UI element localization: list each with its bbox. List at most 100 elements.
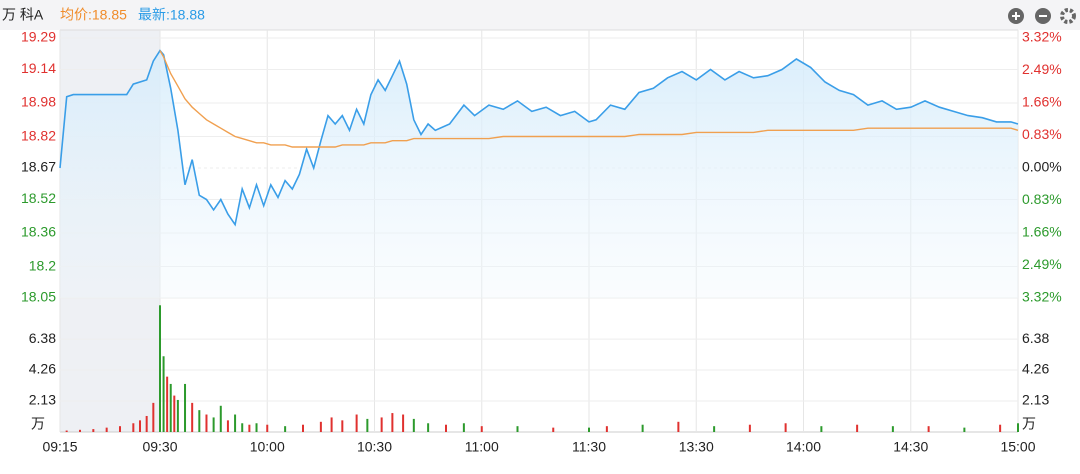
x-tick-label: 14:30 (893, 439, 928, 455)
volume-bar (65, 430, 68, 432)
y-tick-label: 18.2 (29, 257, 56, 273)
volume-bar (145, 415, 148, 432)
volume-bar (330, 417, 333, 432)
volume-bar (169, 383, 172, 432)
x-tick-label: 10:30 (357, 439, 392, 455)
volume-bar (92, 429, 95, 432)
settings[interactable] (1060, 8, 1076, 24)
x-tick-label: 15:00 (1000, 439, 1035, 455)
y-tick-label: 18.98 (21, 94, 56, 110)
volume-bar (402, 414, 405, 432)
y2-tick-label: 3.32% (1022, 29, 1062, 45)
y-tick-label: 18.52 (21, 190, 56, 206)
y2-tick-label: 4.26 (1022, 361, 1049, 377)
toolbar (1008, 8, 1076, 24)
volume-bar (234, 414, 237, 432)
y2-tick-label: 1.66% (1022, 224, 1062, 240)
y2-tick-label: 0.00% (1022, 159, 1062, 175)
volume-unit: 万 (31, 416, 45, 432)
volume-bar (139, 420, 141, 432)
y-tick-label: 4.26 (29, 361, 56, 377)
volume-bar (79, 429, 81, 432)
zoom-in-icon (1012, 12, 1020, 20)
x-tick-label: 09:30 (142, 439, 177, 455)
avg-line (159, 50, 1019, 148)
x-tick-label: 14:00 (786, 439, 821, 455)
volume-bar (198, 410, 201, 432)
volume-bar (713, 426, 716, 432)
y-tick-label: 18.36 (21, 224, 56, 240)
volume-bar (212, 417, 215, 432)
x-tick-label: 10:00 (250, 439, 285, 455)
avg-price: 均价:18.85 (60, 7, 127, 23)
volume-bar (355, 414, 358, 432)
volume-bar (856, 424, 859, 432)
header-bar (0, 0, 1080, 30)
y-tick-label: 18.05 (21, 289, 56, 305)
volume-bar (302, 424, 304, 432)
volume-bar (748, 424, 751, 432)
y-tick-label: 2.13 (29, 392, 56, 408)
volume-bar (820, 426, 823, 432)
volume-bar (266, 424, 269, 432)
y-tick-label: 19.14 (21, 60, 56, 76)
volume-bar (255, 423, 258, 432)
price-line (59, 49, 1019, 227)
volume-bar (248, 424, 251, 432)
volume-bar (159, 305, 161, 432)
volume-bar (191, 402, 194, 432)
x-tick-label: 11:30 (572, 439, 606, 455)
y-tick-label: 18.67 (21, 159, 56, 175)
volume-bar (173, 395, 176, 432)
x-tick-label: 13:30 (679, 439, 714, 455)
volume-bar (284, 426, 287, 432)
last-price: 最新:18.88 (138, 7, 205, 23)
y2-tick-label: 2.13 (1022, 392, 1049, 408)
volume-bar (366, 418, 369, 432)
volume-bar (119, 426, 121, 432)
x-tick-label: 09:15 (42, 439, 77, 455)
y2-tick-label: 2.49% (1022, 61, 1062, 77)
volume-bar (412, 418, 415, 432)
y2-tick-label: 0.83% (1022, 191, 1062, 207)
volume-bar (391, 413, 394, 432)
volume-bar (166, 376, 169, 432)
volume-bar (132, 423, 135, 432)
volume-bar (241, 423, 244, 432)
volume-unit: 万 (1022, 416, 1036, 432)
volume-bar (380, 417, 383, 432)
volume-bar (105, 427, 108, 432)
volume-bar (927, 426, 930, 432)
y-tick-label: 18.82 (21, 127, 56, 143)
volume-bar (677, 421, 680, 432)
volume-bar (999, 424, 1002, 432)
volume-bar (588, 427, 590, 432)
volume-bar (552, 427, 555, 432)
y2-tick-label: 6.38 (1022, 330, 1049, 346)
volume-bar (963, 427, 966, 432)
volume-bar (516, 426, 519, 432)
y2-tick-label: 1.66% (1022, 94, 1062, 110)
y2-tick-label: 0.83% (1022, 126, 1062, 142)
volume-bar (427, 423, 430, 432)
volume-bar (641, 424, 644, 432)
volume-bar (784, 423, 787, 432)
volume-bar (480, 426, 483, 432)
volume-bar (445, 424, 447, 432)
x-tick-label: 11:00 (465, 439, 499, 455)
price-area (60, 50, 1018, 298)
volume-bar (319, 421, 322, 432)
y-tick-label: 6.38 (29, 330, 56, 346)
volume-bar (184, 383, 187, 432)
volume-bar (226, 420, 229, 432)
y-tick-label: 19.29 (21, 29, 56, 45)
volume-bar (462, 423, 465, 432)
volume-bar (891, 426, 894, 432)
stock-name: 万 科A (2, 7, 44, 23)
y2-tick-label: 3.32% (1022, 289, 1062, 305)
volume-bar (152, 402, 155, 432)
volume-bar (205, 414, 208, 432)
volume-bar (176, 399, 179, 432)
